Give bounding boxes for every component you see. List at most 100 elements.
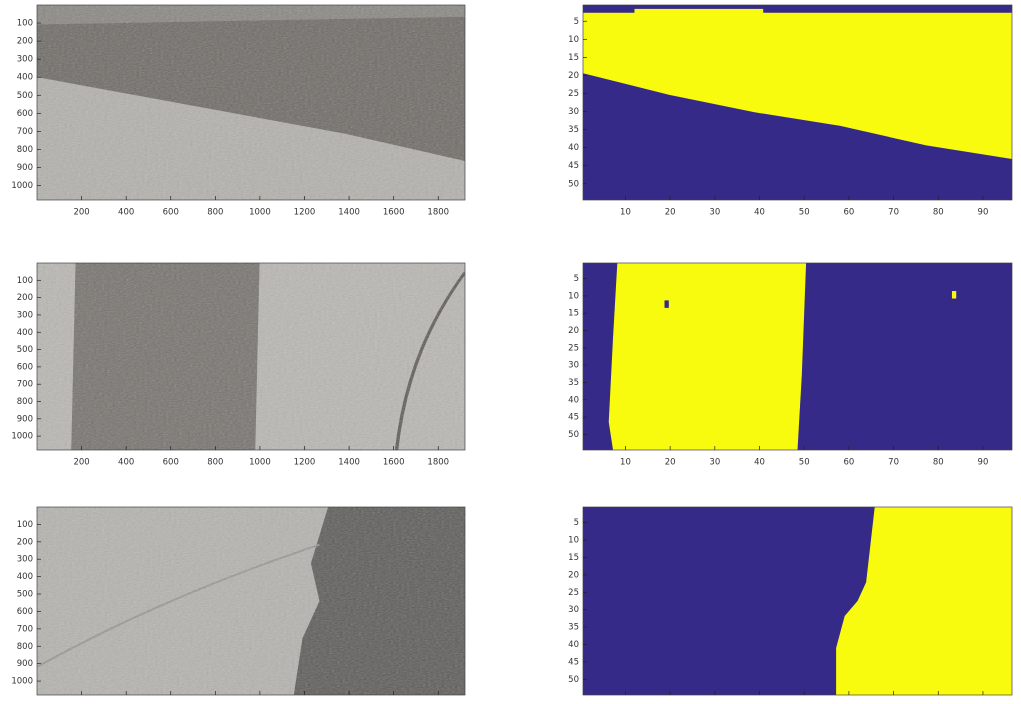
- x-tick-label: 90: [978, 208, 989, 218]
- y-tick-label: 800: [17, 642, 33, 652]
- y-tick-label: 25: [568, 89, 579, 99]
- y-tick-label: 20: [568, 570, 579, 580]
- y-tick-label: 500: [17, 345, 33, 355]
- y-tick-label: 500: [17, 590, 33, 600]
- y-tick-label: 35: [568, 125, 579, 135]
- x-tick-label: 10: [620, 208, 631, 218]
- x-tick-label: 200: [73, 458, 89, 468]
- y-tick-label: 200: [17, 537, 33, 547]
- y-tick-label: 1000: [11, 432, 33, 442]
- y-tick-label: 700: [17, 624, 33, 634]
- y-tick-label: 15: [568, 553, 579, 563]
- x-tick-label: 1800: [427, 208, 449, 218]
- y-tick-label: 5: [574, 17, 579, 27]
- y-tick-label: 100: [17, 19, 33, 29]
- x-tick-label: 1000: [249, 208, 271, 218]
- x-tick-label: 30: [709, 458, 720, 468]
- mask: [583, 263, 1012, 450]
- x-tick-label: 600: [163, 458, 179, 468]
- x-tick-label: 70: [888, 458, 899, 468]
- y-tick-label: 400: [17, 572, 33, 582]
- y-tick-label: 1000: [11, 181, 33, 191]
- x-tick-label: 20: [665, 458, 676, 468]
- mask: [583, 5, 1012, 200]
- mask: [583, 507, 1012, 695]
- x-tick-label: 800: [207, 208, 223, 218]
- y-tick-label: 900: [17, 659, 33, 669]
- y-tick-label: 25: [568, 588, 579, 598]
- y-tick-label: 200: [17, 37, 33, 47]
- x-tick-label: 30: [709, 208, 720, 218]
- y-tick-label: 1000: [11, 677, 33, 687]
- y-tick-label: 10: [568, 35, 579, 45]
- y-tick-label: 100: [17, 520, 33, 530]
- x-tick-label: 1600: [383, 208, 405, 218]
- y-tick-label: 600: [17, 362, 33, 372]
- y-tick-label: 45: [568, 657, 579, 667]
- y-tick-label: 10: [568, 536, 579, 546]
- y-tick-label: 50: [568, 430, 579, 440]
- y-tick-label: 40: [568, 395, 579, 405]
- y-tick-label: 25: [568, 343, 579, 353]
- x-tick-label: 90: [978, 458, 989, 468]
- y-tick-label: 300: [17, 55, 33, 65]
- y-tick-label: 45: [568, 413, 579, 423]
- x-tick-label: 40: [754, 208, 765, 218]
- x-tick-label: 20: [665, 208, 676, 218]
- figure: 200 400 600 800 1000 1200 1400 1600 1800 100 200 30…: [0, 0, 1021, 700]
- x-tick-label: 600: [163, 208, 179, 218]
- y-tick-label: 200: [17, 293, 33, 303]
- y-tick-label: 30: [568, 605, 579, 615]
- x-tick-label: 10: [620, 458, 631, 468]
- y-tick-label: 600: [17, 607, 33, 617]
- y-tick-label: 50: [568, 675, 579, 685]
- x-tick-label: 400: [118, 458, 134, 468]
- x-tick-label: 800: [207, 458, 223, 468]
- y-tick-label: 500: [17, 91, 33, 101]
- y-tick-label: 400: [17, 73, 33, 83]
- photo: [37, 507, 465, 695]
- y-tick-label: 15: [568, 53, 579, 63]
- y-tick-label: 35: [568, 378, 579, 388]
- photo: [37, 263, 465, 450]
- x-tick-label: 200: [73, 208, 89, 218]
- y-tick-label: 10: [568, 291, 579, 301]
- x-tick-label: 400: [118, 208, 134, 218]
- x-tick-label: 1800: [427, 458, 449, 468]
- x-tick-label: 1200: [294, 458, 316, 468]
- y-tick-label: 40: [568, 640, 579, 650]
- x-tick-label: 60: [843, 458, 854, 468]
- y-tick-label: 20: [568, 326, 579, 336]
- y-tick-label: 300: [17, 555, 33, 565]
- x-tick-label: 70: [888, 208, 899, 218]
- y-tick-label: 800: [17, 397, 33, 407]
- x-tick-label: 1400: [338, 208, 360, 218]
- y-tick-label: 30: [568, 107, 579, 117]
- y-tick-label: 600: [17, 109, 33, 119]
- y-tick-label: 35: [568, 623, 579, 633]
- y-tick-label: 100: [17, 276, 33, 286]
- y-tick-label: 400: [17, 328, 33, 338]
- y-tick-label: 900: [17, 414, 33, 424]
- y-tick-label: 40: [568, 143, 579, 153]
- y-tick-label: 700: [17, 127, 33, 137]
- y-tick-label: 5: [574, 518, 579, 528]
- y-tick-label: 45: [568, 161, 579, 171]
- x-tick-label: 1000: [249, 458, 271, 468]
- x-tick-label: 80: [933, 458, 944, 468]
- x-tick-label: 40: [754, 458, 765, 468]
- x-tick-label: 1200: [294, 208, 316, 218]
- y-tick-label: 30: [568, 361, 579, 371]
- x-tick-label: 50: [799, 208, 810, 218]
- x-tick-label: 50: [799, 458, 810, 468]
- y-tick-label: 5: [574, 274, 579, 284]
- y-tick-label: 20: [568, 71, 579, 81]
- x-tick-label: 60: [843, 208, 854, 218]
- x-tick-label: 1400: [338, 458, 360, 468]
- y-tick-label: 900: [17, 163, 33, 173]
- y-tick-label: 700: [17, 380, 33, 390]
- y-tick-label: 300: [17, 310, 33, 320]
- photo: [37, 5, 465, 200]
- y-tick-label: 15: [568, 309, 579, 319]
- x-tick-label: 1600: [383, 458, 405, 468]
